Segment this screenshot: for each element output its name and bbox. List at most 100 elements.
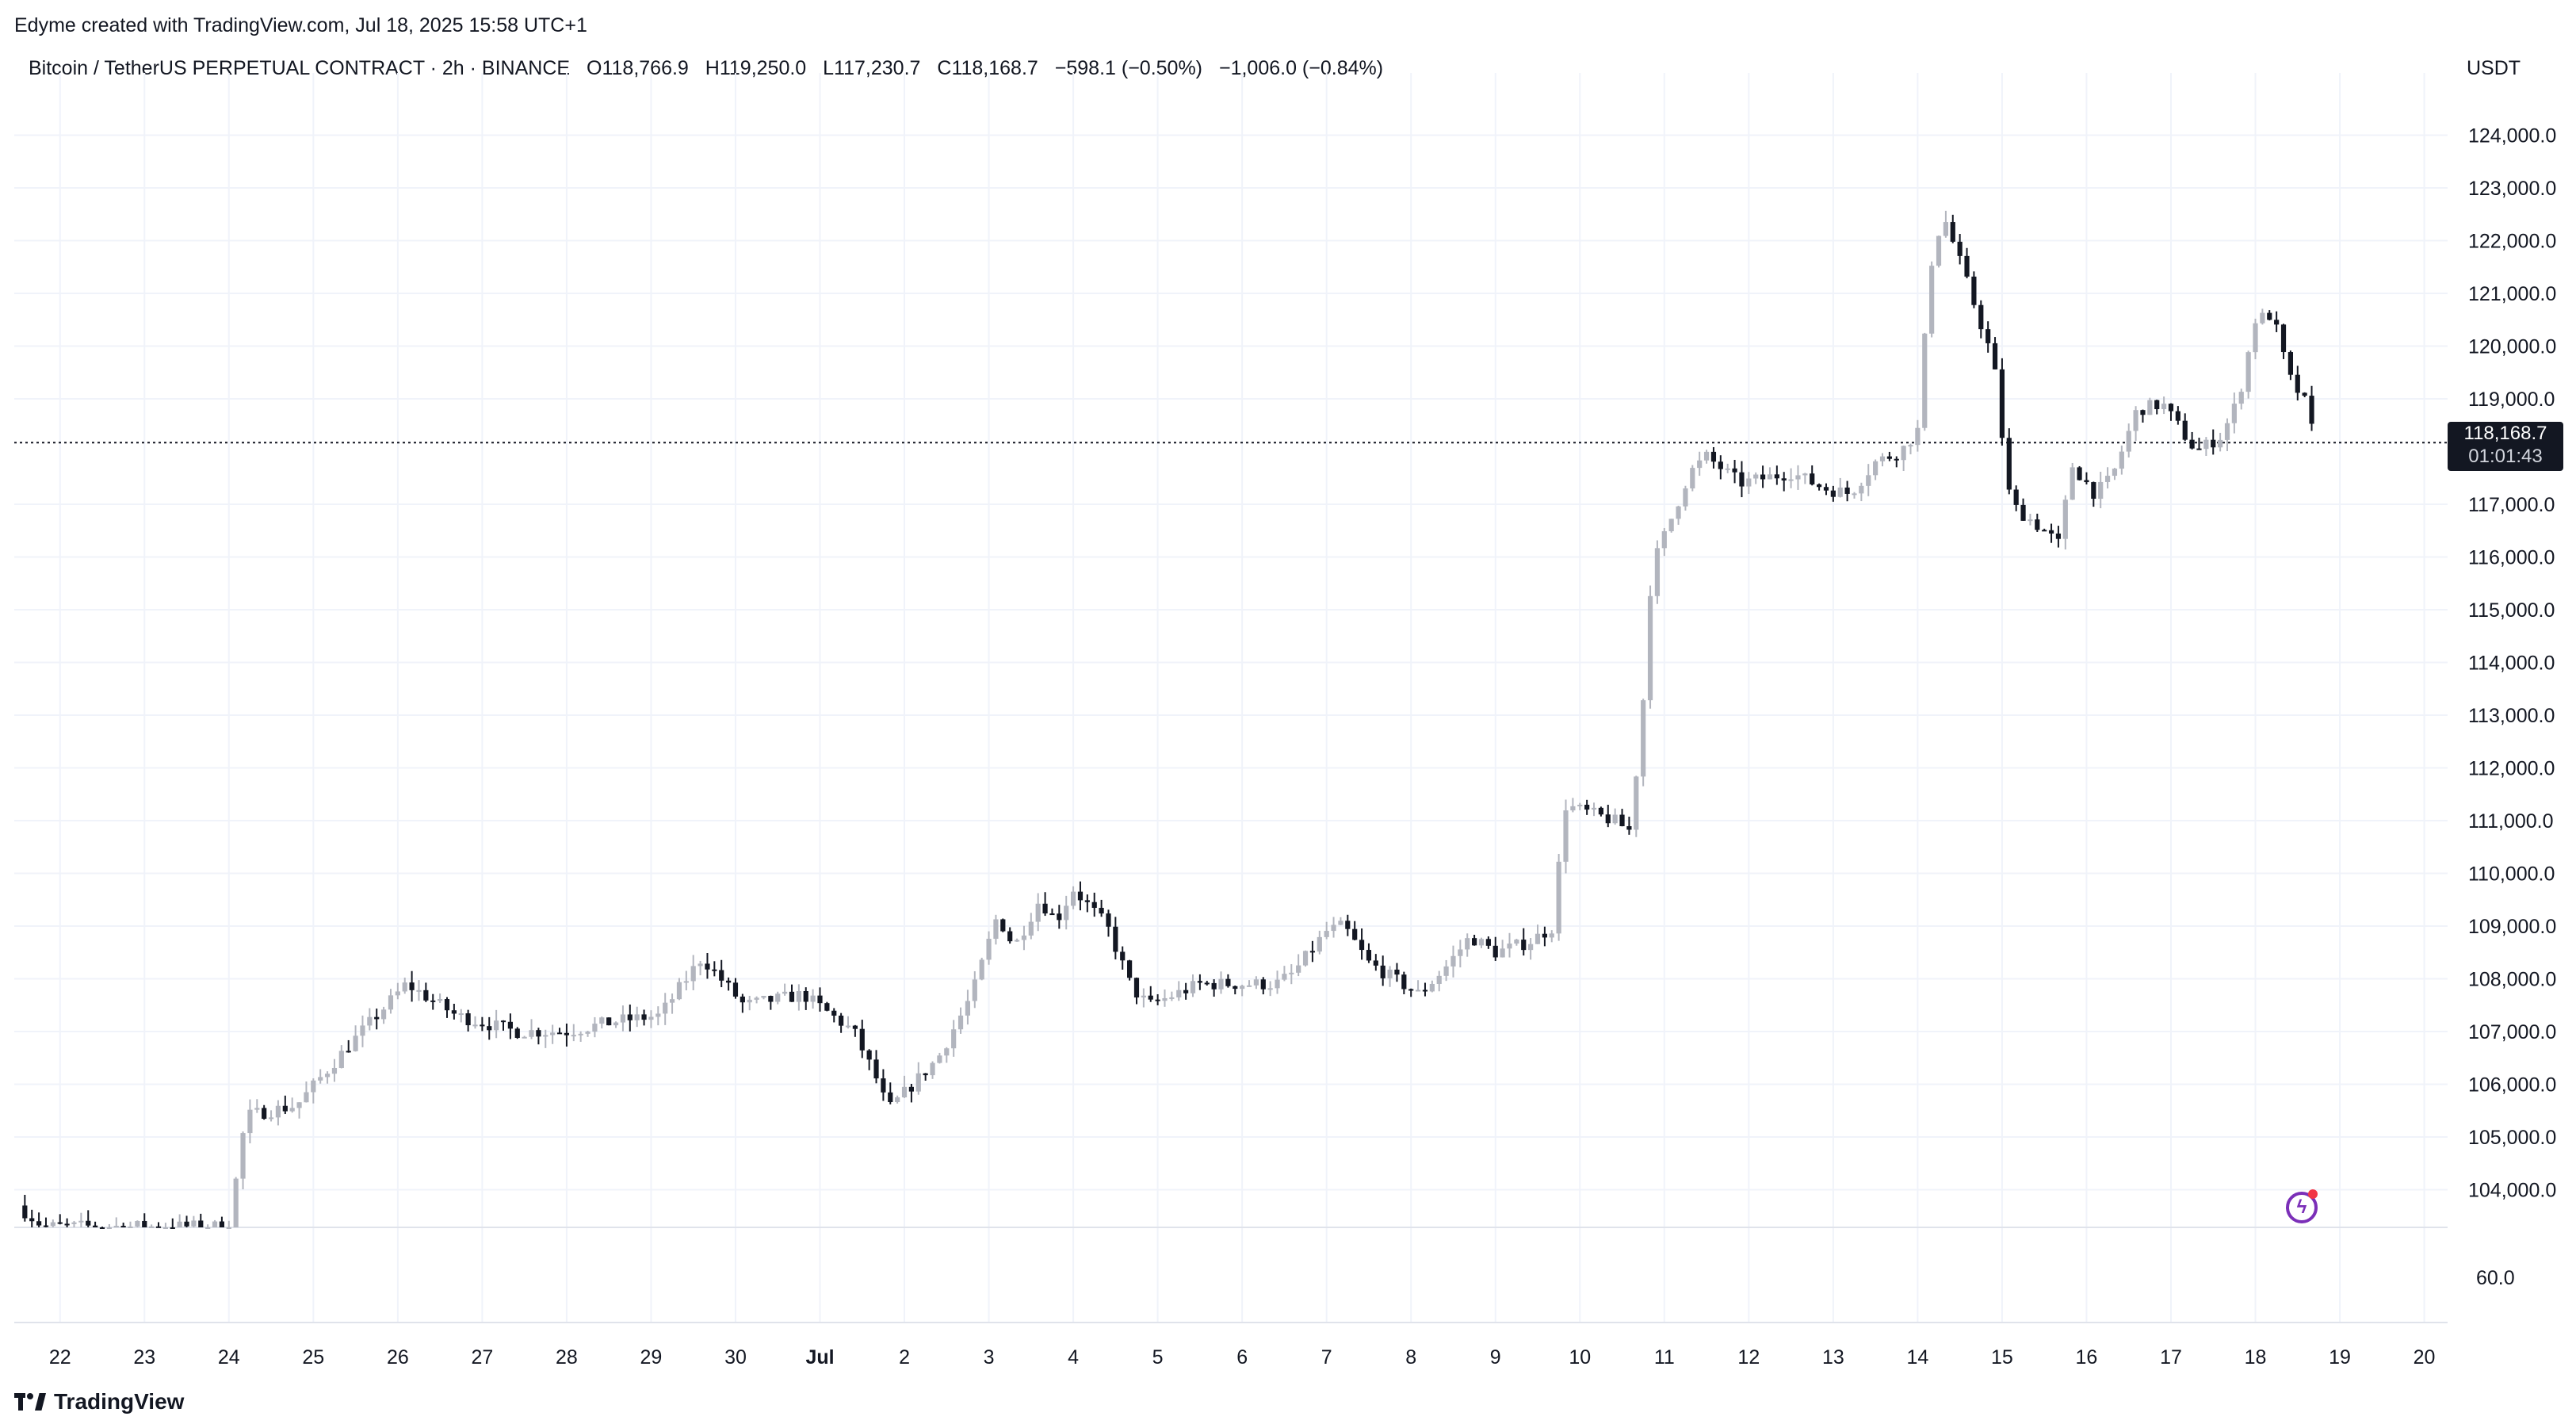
candle	[2104, 467, 2111, 489]
time-tick: 13	[1822, 1346, 1844, 1368]
candle	[2013, 485, 2019, 511]
time-tick: 8	[1405, 1346, 1416, 1368]
candle	[1373, 954, 1378, 971]
candle	[170, 1218, 175, 1229]
candle	[86, 1210, 91, 1227]
candle	[416, 980, 422, 1001]
candle	[1514, 939, 1519, 946]
candle	[1802, 473, 1808, 484]
candle	[1007, 927, 1013, 944]
candle	[268, 1110, 274, 1122]
candle	[761, 996, 766, 1000]
candle	[1852, 492, 1857, 499]
candle	[648, 1010, 654, 1028]
candle	[627, 1004, 633, 1032]
candle	[1859, 482, 1864, 502]
candle	[1253, 976, 1259, 990]
candle	[1542, 926, 1547, 947]
candle	[353, 1025, 358, 1052]
time-tick: 9	[1490, 1346, 1501, 1368]
candle	[2280, 323, 2287, 359]
candle	[2048, 523, 2054, 543]
candle	[957, 1007, 964, 1034]
candle	[655, 1006, 661, 1026]
candle	[1246, 980, 1252, 987]
candle	[1710, 446, 1717, 469]
candle	[22, 1194, 28, 1222]
candle	[395, 982, 400, 1000]
candle	[839, 1012, 844, 1033]
candle	[1458, 940, 1463, 968]
candle	[338, 1045, 344, 1069]
candle	[71, 1220, 77, 1227]
candle	[1577, 802, 1583, 810]
candle	[57, 1214, 63, 1225]
candle	[1619, 809, 1625, 827]
candle	[1936, 235, 1942, 268]
candle	[155, 1222, 162, 1228]
candle	[1697, 451, 1703, 477]
candle	[275, 1100, 281, 1126]
candle	[2154, 400, 2160, 415]
candle	[2112, 468, 2118, 480]
last-price-value: 118,168.7	[2463, 423, 2547, 444]
candle	[1837, 477, 1843, 498]
candle	[1690, 465, 1695, 492]
candle	[2140, 409, 2146, 423]
candle	[634, 1006, 640, 1028]
candle	[1485, 936, 1491, 949]
candle	[2098, 471, 2104, 509]
candle	[423, 982, 429, 1002]
legend-symbol[interactable]: Bitcoin / TetherUS PERPETUAL CONTRACT · …	[29, 57, 571, 79]
candle	[775, 991, 781, 1005]
tradingview-logo[interactable]: TradingView	[14, 1389, 184, 1414]
candle	[113, 1217, 119, 1228]
candle	[564, 1023, 570, 1047]
candle	[191, 1215, 197, 1227]
candle	[1492, 936, 1498, 961]
candle	[676, 978, 682, 1001]
candle	[972, 970, 977, 1009]
candle	[128, 1221, 133, 1228]
candle	[768, 995, 774, 1010]
time-tick: 25	[302, 1346, 324, 1368]
candle	[1570, 798, 1576, 813]
candle	[803, 987, 808, 1010]
candle	[2028, 513, 2033, 526]
candle	[1922, 332, 1928, 431]
candle	[374, 1009, 380, 1030]
candle	[1472, 934, 1477, 946]
time-tick: 16	[2076, 1346, 2098, 1368]
candle	[663, 993, 668, 1025]
candle	[1183, 982, 1189, 1000]
candle	[318, 1069, 323, 1084]
candle	[296, 1102, 302, 1119]
candle	[324, 1071, 331, 1084]
candle	[1401, 971, 1407, 995]
candle	[712, 961, 717, 977]
time-axis[interactable]: 22 23 24 25 26 27 28 29 30 Jul 2 3 4 5 6 7 8 9 10 11 12 13 14 1…	[49, 1346, 2436, 1368]
candle	[817, 987, 823, 1012]
candle	[1099, 899, 1104, 917]
candle	[1654, 540, 1661, 604]
candle	[1028, 913, 1034, 940]
candle	[740, 993, 745, 1013]
lightning-bolt-icon[interactable]: ϟ	[2286, 1192, 2318, 1223]
candle	[135, 1220, 140, 1227]
candle	[487, 1016, 492, 1040]
candle	[2175, 406, 2180, 425]
candle	[1901, 445, 1906, 471]
time-tick: 22	[49, 1346, 71, 1368]
candle	[1408, 988, 1414, 997]
candle	[1549, 930, 1554, 943]
candle	[606, 1017, 612, 1026]
candle	[1739, 461, 1745, 498]
candle	[1415, 980, 1421, 992]
candle	[1064, 895, 1069, 930]
candle	[360, 1015, 365, 1047]
candle	[1647, 585, 1653, 709]
currency-label[interactable]: USDT	[2467, 57, 2521, 79]
candle	[120, 1223, 126, 1228]
price-axis[interactable]: 124,000.0 123,000.0 122,000.0 121,000.0 120,…	[2468, 125, 2556, 1290]
